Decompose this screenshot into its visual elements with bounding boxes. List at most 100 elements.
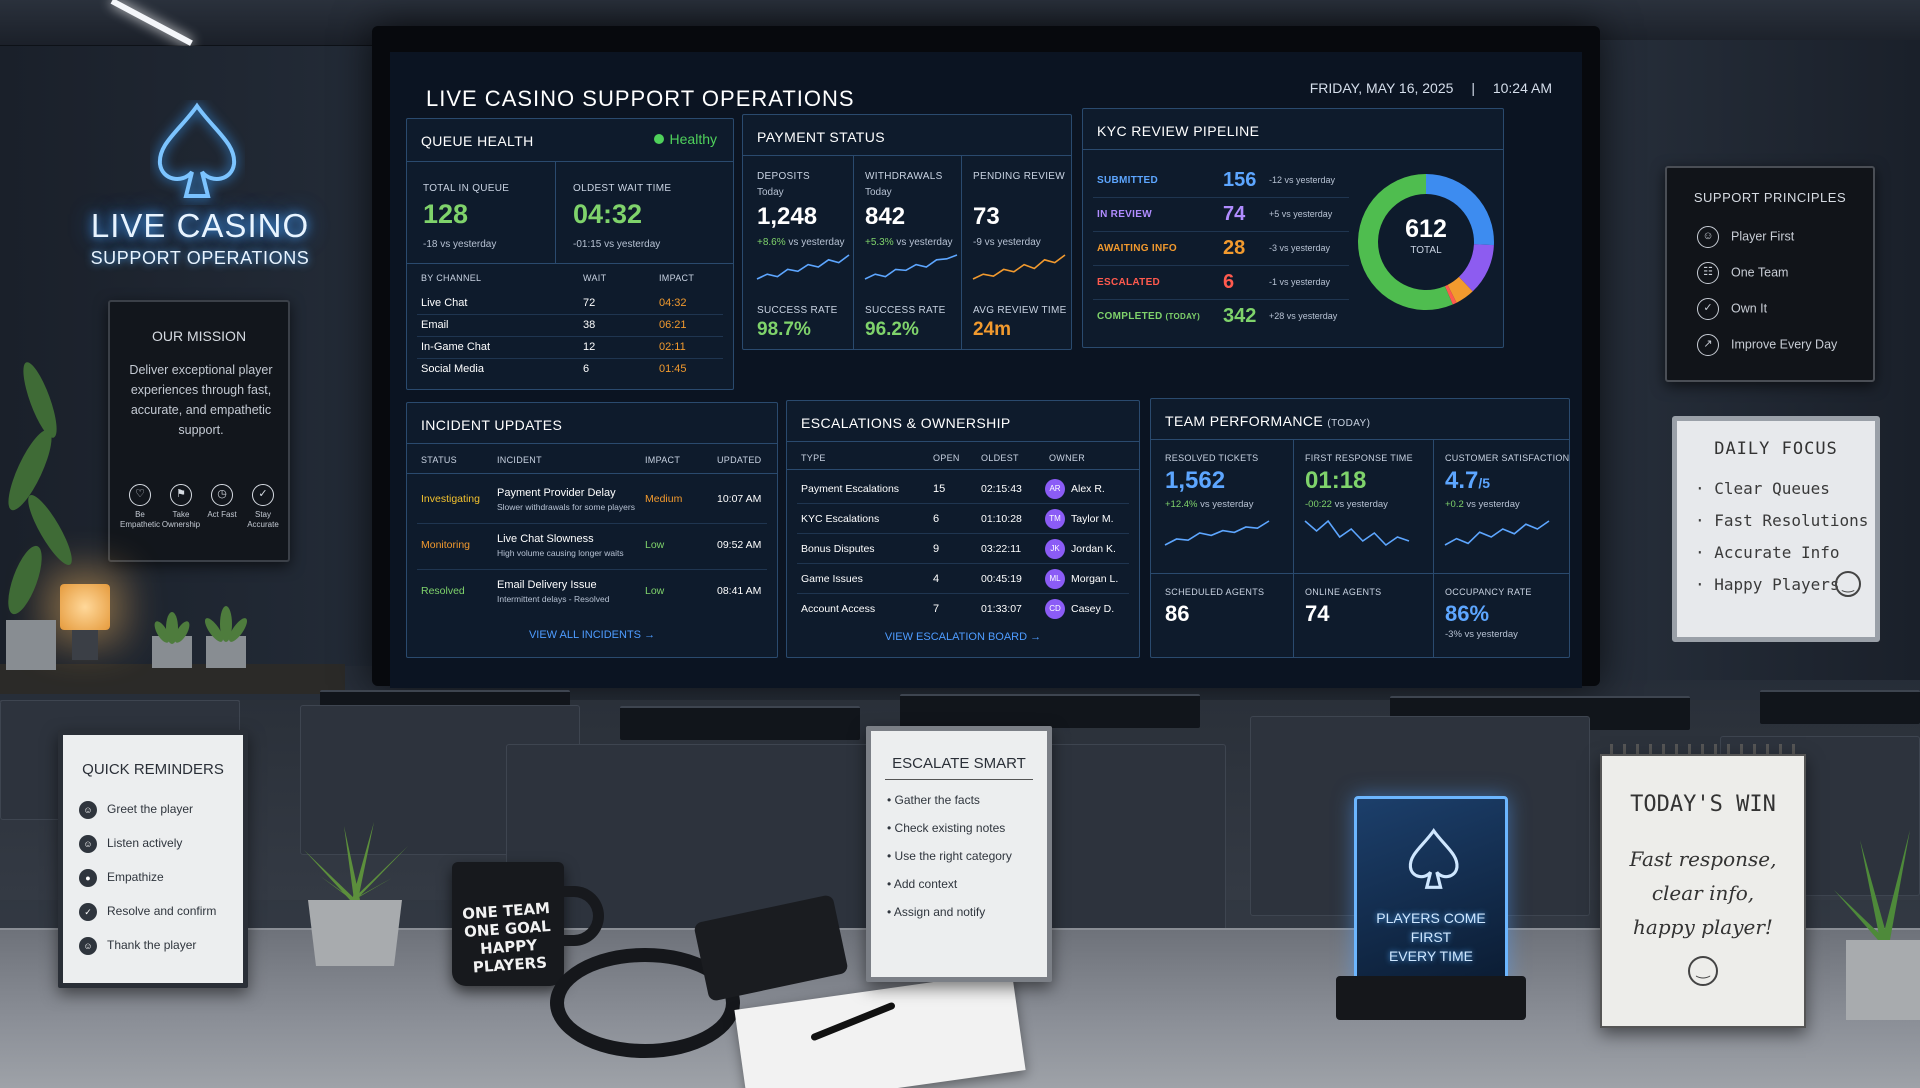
- team-title-text: TEAM PERFORMANCE: [1165, 413, 1324, 429]
- escalation-owner: Casey D.: [1071, 603, 1115, 615]
- table-header: OPEN: [933, 453, 960, 463]
- escalation-type: Bonus Disputes: [801, 543, 875, 555]
- lamp-icon: [60, 584, 110, 630]
- donut-slice-awaiting-info: [1447, 276, 1473, 303]
- delta-text: vs yesterday: [785, 237, 845, 248]
- kyc-stage-name: IN REVIEW: [1097, 209, 1152, 220]
- todays-win-body: Fast response, clear info, happy player!: [1602, 842, 1804, 944]
- kyc-stage-label: IN REVIEW: [1097, 209, 1152, 220]
- incident-updated: 08:41 AM: [717, 585, 762, 597]
- delta-text: -9 vs yesterday: [973, 237, 1041, 248]
- queue-status-badge: Healthy: [653, 131, 717, 147]
- team-metric-number: 01:18: [1305, 467, 1367, 494]
- divider: [417, 358, 723, 359]
- payment-metric-label: WITHDRAWALS: [865, 171, 943, 182]
- kyc-stage-value: 156: [1223, 169, 1257, 191]
- dashboard-datetime: FRIDAY, MAY 16, 2025 | 10:24 AM: [1310, 80, 1552, 96]
- divider: [743, 155, 1071, 156]
- escalate-smart-title: ESCALATE SMART: [892, 755, 1026, 772]
- kyc-stage-label: ESCALATED: [1097, 277, 1160, 288]
- reminder-text: Thank the player: [107, 938, 197, 953]
- daily-focus-item: · Accurate Info: [1695, 543, 1840, 562]
- divider: [1433, 573, 1434, 657]
- reminder-text: Resolve and confirm: [107, 904, 217, 919]
- daily-focus-item: · Clear Queues: [1695, 479, 1830, 498]
- staff-metric-value: 86: [1165, 601, 1190, 626]
- delta-text: vs yesterday: [1331, 499, 1388, 510]
- divider: [1151, 573, 1569, 574]
- table-header: WAIT: [583, 273, 607, 283]
- view-escalation-board-link[interactable]: VIEW ESCALATION BOARD →: [787, 631, 1139, 643]
- team-metric-label: FIRST RESPONSE TIME: [1305, 453, 1413, 463]
- neon-subtitle: SUPPORT OPERATIONS: [90, 248, 310, 268]
- sparkline-path: [1304, 519, 1410, 547]
- mission-value: ⚑ Take Ownership: [161, 484, 201, 530]
- delta-pct: +5.3%: [865, 237, 894, 248]
- daily-focus-title: DAILY FOCUS: [1714, 439, 1838, 459]
- mug: ONE TEAM ONE GOAL HAPPY PLAYERS: [452, 862, 564, 986]
- payment-rate-value: 96.2%: [865, 319, 919, 340]
- delta-pct: +0.2: [1445, 499, 1464, 510]
- date-separator: |: [1471, 80, 1475, 96]
- incident-impact: Medium: [645, 493, 683, 505]
- team-metric-delta: +12.4% vs yesterday: [1165, 499, 1253, 510]
- check-icon: ✓: [252, 484, 274, 506]
- kyc-stage-value: 6: [1223, 271, 1235, 293]
- neon-title: LIVE CASINO: [90, 207, 310, 244]
- payment-status-title: PAYMENT STATUS: [757, 129, 885, 145]
- mission-value-label: Take Ownership: [161, 510, 201, 529]
- incident-title: Email Delivery Issue: [497, 579, 597, 591]
- sparkline-path: [1444, 520, 1550, 546]
- monitor: [1760, 690, 1920, 724]
- divider: [1093, 265, 1349, 266]
- donut-slice-completed: [1358, 174, 1453, 310]
- avatar: CD: [1045, 599, 1065, 619]
- view-all-incidents-link[interactable]: VIEW ALL INCIDENTS →: [407, 629, 777, 641]
- reminder-item: ☺ Thank the player: [79, 937, 196, 955]
- dashboard-time: 10:24 AM: [1492, 80, 1552, 96]
- kyc-stage-name: ESCALATED: [1097, 277, 1161, 288]
- todays-win-line: happy player!: [1633, 915, 1773, 939]
- channel-impact: 04:32: [659, 297, 687, 309]
- channel-wait: 6: [583, 363, 590, 375]
- escalation-owner: Alex R.: [1071, 483, 1105, 495]
- payment-metric-value: 73: [973, 203, 1000, 230]
- table-header: OWNER: [1049, 453, 1085, 463]
- table-header: IMPACT: [645, 455, 681, 465]
- escalate-step: • Use the right category: [887, 849, 1012, 863]
- incident-desc: Intermittent delays - Resolved: [497, 594, 610, 604]
- reminder-icon: ●: [79, 869, 97, 887]
- spade-icon: [1408, 828, 1459, 889]
- reminder-icon: ☺: [79, 835, 97, 853]
- mission-value: ◷ Act Fast: [202, 484, 242, 520]
- escalation-type: Payment Escalations: [801, 483, 900, 495]
- escalation-open: 4: [933, 573, 940, 585]
- avatar: AR: [1045, 479, 1065, 499]
- payment-metric-label: DEPOSITS: [757, 171, 810, 182]
- kyc-stage-delta: -12 vs yesterday: [1269, 175, 1336, 185]
- escalation-open: 6: [933, 513, 940, 525]
- channel-impact: 01:45: [659, 363, 687, 375]
- kyc-stage-sub: (TODAY): [1165, 312, 1201, 321]
- incident-desc: High volume causing longer waits: [497, 548, 624, 558]
- staff-metric-value: 74: [1305, 601, 1330, 626]
- user-icon: ☺: [1697, 226, 1719, 248]
- spade-icon: [157, 102, 237, 198]
- kyc-stage-value: 28: [1223, 237, 1246, 259]
- reminder-text: Empathize: [107, 870, 164, 885]
- shelf: [0, 664, 345, 694]
- escalate-step: • Add context: [887, 877, 958, 891]
- incident-status: Investigating: [421, 493, 480, 505]
- dashboard-date: FRIDAY, MAY 16, 2025: [1309, 80, 1454, 96]
- kyc-stage-value: 342: [1223, 305, 1257, 327]
- team-sparkline: [1304, 519, 1410, 547]
- escalation-owner: Morgan L.: [1071, 573, 1119, 585]
- kyc-stage-delta: -3 vs yesterday: [1269, 243, 1331, 253]
- mission-values: ♡ Be Empathetic ⚑ Take Ownership ◷ Act Fast ✓ S…: [120, 484, 282, 544]
- channel-impact: 02:11: [659, 341, 686, 353]
- divider: [797, 593, 1129, 594]
- kyc-stage-name: COMPLETED: [1097, 311, 1163, 322]
- reminder-item: ☺ Greet the player: [79, 801, 193, 819]
- avatar: JK: [1045, 539, 1065, 559]
- plant-icon: [1834, 830, 1920, 1020]
